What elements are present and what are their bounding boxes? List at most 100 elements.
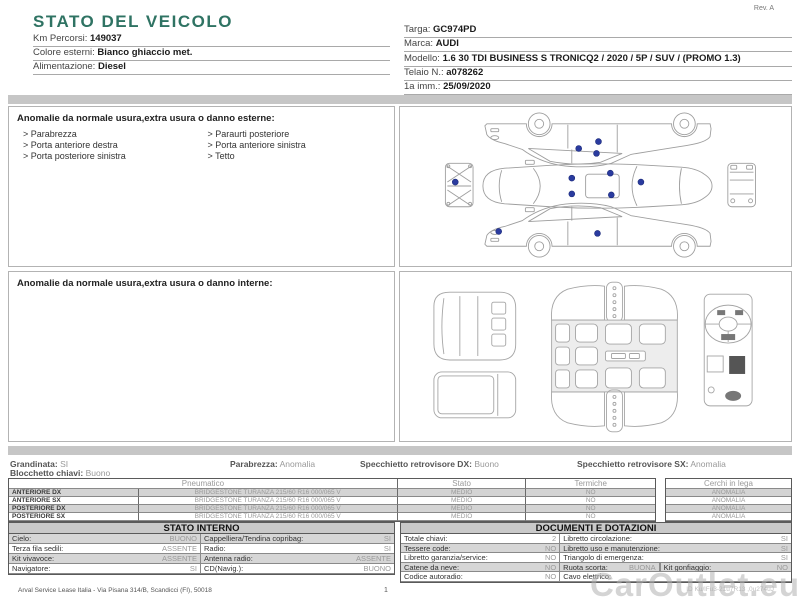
stato-interno-row: Kit vivavoce: ASSENTE Antenna radio: ASSEN…	[9, 554, 394, 564]
revision-label: Rev. A	[753, 5, 774, 12]
stato-interno-title: STATO INTERNO	[9, 523, 394, 534]
status-value: Anomalia	[279, 459, 316, 469]
tyre-position: POSTERIORE SX	[9, 513, 139, 521]
rear-seat-diagram	[433, 291, 517, 361]
car-front-view	[444, 162, 474, 208]
item-value: ASSENTE	[161, 554, 197, 563]
status-label: Blocchetto chiavi:	[10, 468, 84, 478]
exterior-anomalies-col-left: > Parabrezza > Porta anteriore destra > …	[17, 129, 202, 162]
field-value: Diesel	[97, 61, 126, 72]
item-label: Cielo:	[12, 534, 32, 543]
item-label: Terza fila sedili:	[12, 544, 64, 553]
item-label: Triangolo di emergenza:	[563, 553, 644, 563]
documenti-row: Catene da neve: NO Ruota scorta: BUONA Kit…	[401, 562, 791, 573]
anomaly-item: > Paraurti posteriore	[207, 129, 290, 139]
car-interior-diagram	[433, 281, 753, 433]
tyre-row-posteriore-sx: POSTERIORE SX BRIDGESTONE TURANZA 215/60…	[9, 513, 655, 521]
tyre-termiche: NO	[526, 489, 655, 497]
item-label: Radio:	[204, 544, 226, 553]
item-value: 2	[552, 534, 557, 543]
item-label: Navigatore:	[12, 564, 51, 573]
item-value: BUONA	[629, 562, 656, 572]
col-header-pneumatico: Pneumatico	[9, 479, 398, 489]
item-value: SI	[189, 564, 197, 573]
item-value: BUONO	[169, 534, 197, 543]
rim-status: ANOMALIA	[666, 489, 791, 497]
tyre-spec: BRIDGESTONE TURANZA 215/60 R16 000/065 V	[138, 505, 398, 513]
anomaly-item: > Porta posteriore sinistra	[23, 151, 126, 161]
item-label: Ruota scorta:	[563, 562, 608, 572]
footer-document-id: ID Ku/lFu3-21u7R13 ,0u274uJ	[686, 586, 774, 593]
tyre-row-posteriore-dx: POSTERIORE DX BRIDGESTONE TURANZA 215/60…	[9, 505, 655, 513]
stato-interno-row: Navigatore: SI CD(Navig.): BUONO	[9, 564, 394, 574]
rims-table: Cerchi in lega ANOMALIA ANOMALIA ANOMALI…	[665, 478, 792, 522]
field-label: Km Percorsi:	[33, 33, 88, 44]
rim-row: ANOMALIA	[666, 505, 791, 513]
field-km-percorsi: Km Percorsi: 149037	[33, 33, 390, 47]
status-label: Specchietto retrovisore SX:	[577, 459, 689, 469]
anomaly-item: > Porta anteriore sinistra	[207, 140, 306, 150]
status-grandinata: Grandinata: SI	[10, 459, 68, 469]
tyre-termiche: NO	[526, 497, 655, 505]
field-label: Modello:	[404, 53, 440, 64]
vehicle-summary-left: Km Percorsi: 149037 Colore esterni: Bian…	[33, 33, 390, 75]
item-value: ASSENTE	[355, 554, 391, 563]
item-label: Antenna radio:	[204, 554, 253, 563]
car-side-view-bottom	[484, 202, 712, 258]
item-label: Cavo elettrico:	[563, 572, 612, 582]
documenti-row: Codice autoradio: NO Cavo elettrico:	[401, 572, 791, 582]
exterior-anomalies-panel: Anomalie da normale usura,extra usura o …	[8, 106, 395, 267]
documenti-row: Totale chiavi: 2 Libretto circolazione: SI	[401, 534, 791, 544]
status-label: Parabrezza:	[230, 459, 278, 469]
item-label: Catene da neve:	[404, 562, 460, 572]
item-label: Cappelliera/Tendina copribag:	[204, 534, 304, 543]
item-value: ASSENTE	[161, 544, 197, 553]
damage-dots	[452, 138, 645, 237]
field-label: Telaio N.:	[404, 67, 444, 78]
status-value: SI	[60, 459, 69, 469]
trunk-diagram	[433, 371, 517, 419]
documenti-title: DOCUMENTI E DOTAZIONI	[401, 523, 791, 534]
tyre-row-anteriore-sx: ANTERIORE SX BRIDGESTONE TURANZA 215/60 …	[9, 497, 655, 505]
status-specchietto-sx: Specchietto retrovisore SX: Anomalia	[577, 459, 726, 469]
col-header-termiche: Termiche	[526, 479, 655, 489]
field-value: AUDI	[435, 38, 459, 49]
exterior-anomalies-col-right: > Paraurti posteriore > Porta anteriore …	[202, 129, 387, 162]
exterior-anomalies-heading: Anomalie da normale usura,extra usura o …	[17, 113, 275, 124]
item-label: Kit vivavoce:	[12, 554, 55, 563]
tyre-stato: MEDIO	[397, 489, 527, 497]
field-value: 25/09/2020	[443, 81, 491, 92]
tyre-termiche: NO	[526, 505, 655, 513]
car-rear-view	[727, 162, 756, 208]
interior-diagram-panel	[399, 271, 792, 442]
interior-anomalies-heading: Anomalie da normale usura,extra usura o …	[17, 278, 273, 289]
status-value: Buono	[474, 459, 499, 469]
status-label: Specchietto retrovisore DX:	[360, 459, 472, 469]
anomaly-item: > Tetto	[207, 151, 235, 161]
dashboard-diagram	[703, 293, 753, 407]
item-value: SI	[383, 544, 391, 553]
footer-page-number: 1	[384, 587, 388, 594]
car-exterior-diagram	[444, 112, 756, 258]
status-value: Anomalia	[690, 459, 726, 469]
tyre-spec: BRIDGESTONE TURANZA 215/60 R16 000/065 V	[138, 497, 398, 505]
documenti-section: DOCUMENTI E DOTAZIONI Totale chiavi: 2 Li…	[400, 522, 792, 583]
field-telaio: Telaio N.: a078262	[404, 67, 792, 81]
tyre-stato: MEDIO	[397, 497, 527, 505]
field-label: Alimentazione:	[33, 61, 96, 72]
item-label: Kit gonfiaggio:	[663, 562, 712, 572]
field-label: Targa:	[404, 24, 431, 35]
field-alimentazione: Alimentazione: Diesel	[33, 61, 390, 75]
rim-row: ANOMALIA	[666, 497, 791, 505]
status-value: Buono	[85, 468, 111, 478]
tyre-row-anteriore-dx: ANTERIORE DX BRIDGESTONE TURANZA 215/60 …	[9, 489, 655, 497]
item-value: BUONO	[363, 564, 391, 573]
field-modello: Modello: 1.6 30 TDI BUSINESS S TRONICQ2 …	[404, 52, 792, 67]
status-label: Grandinata:	[10, 459, 58, 469]
field-value: a078262	[446, 67, 484, 78]
rim-status: ANOMALIA	[666, 497, 791, 505]
item-label: CD(Navig.):	[204, 564, 244, 573]
car-top-view	[482, 159, 713, 213]
tyre-position: ANTERIORE DX	[9, 489, 139, 497]
field-value: GC974PD	[433, 24, 477, 35]
